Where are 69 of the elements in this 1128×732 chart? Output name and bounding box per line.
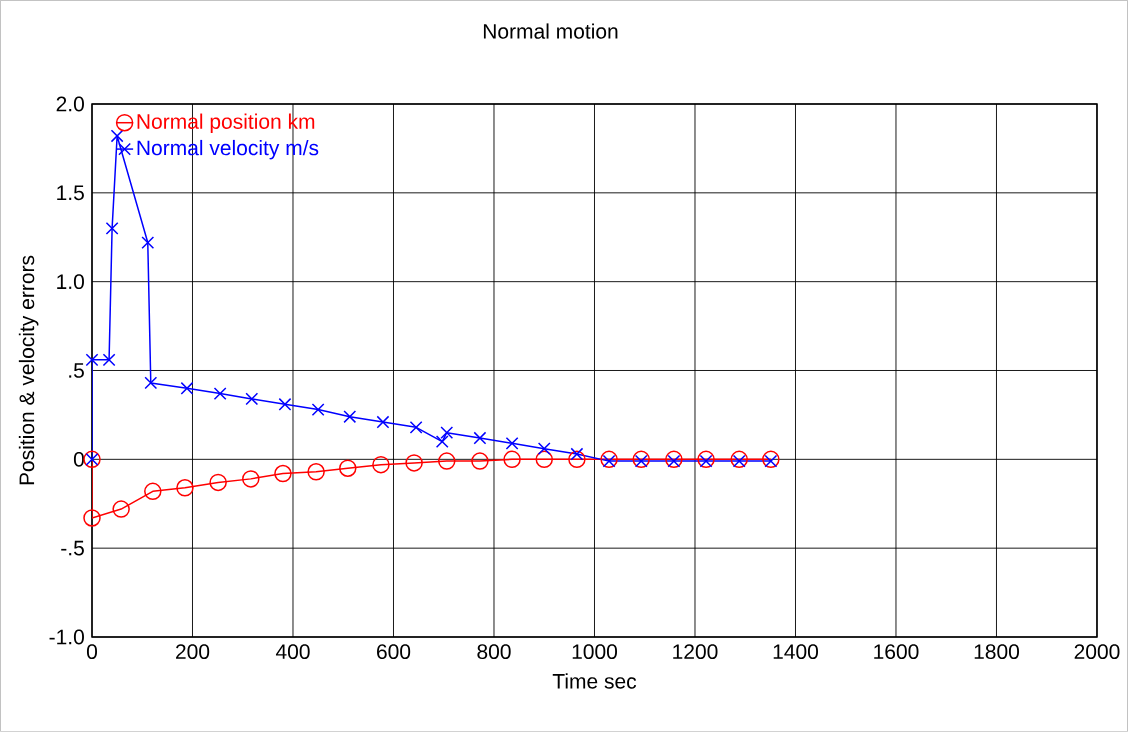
x-tick-label: 600 bbox=[377, 644, 411, 660]
point bbox=[141, 236, 155, 249]
point bbox=[435, 435, 449, 448]
x-tick-label: 1600 bbox=[874, 644, 919, 660]
y-tick-label: -1.0 bbox=[49, 629, 84, 645]
point bbox=[307, 463, 325, 481]
point bbox=[180, 381, 194, 395]
point bbox=[537, 442, 551, 456]
x-tick-label: 400 bbox=[275, 644, 310, 660]
x-tick-label: 2000 bbox=[1074, 644, 1120, 660]
point bbox=[110, 129, 124, 143]
point bbox=[602, 454, 616, 468]
y-tick-label: -.5 bbox=[61, 540, 84, 556]
point bbox=[570, 447, 584, 461]
x-tick-label: 0 bbox=[86, 644, 98, 660]
point bbox=[376, 415, 390, 429]
point bbox=[471, 452, 489, 470]
x-axis-title: Time sec bbox=[552, 673, 637, 689]
point bbox=[85, 353, 99, 367]
y-tick-label: 1.0 bbox=[57, 274, 84, 290]
point bbox=[245, 392, 259, 406]
point bbox=[764, 454, 778, 468]
point bbox=[105, 221, 119, 235]
point bbox=[278, 397, 292, 411]
x-tick-label: 800 bbox=[477, 644, 511, 660]
point bbox=[697, 450, 715, 469]
point bbox=[730, 450, 748, 469]
point bbox=[102, 353, 116, 367]
point bbox=[665, 450, 683, 469]
x-tick-label: 200 bbox=[176, 644, 210, 660]
y-tick-label: 0 bbox=[73, 451, 84, 467]
point bbox=[409, 420, 423, 434]
point bbox=[311, 403, 325, 416]
y-tick-label: 2.0 bbox=[56, 96, 84, 112]
point bbox=[209, 473, 227, 492]
point bbox=[339, 459, 357, 477]
point bbox=[634, 454, 648, 468]
point bbox=[83, 509, 101, 527]
point bbox=[732, 454, 746, 468]
point bbox=[213, 387, 227, 400]
point bbox=[176, 479, 194, 497]
point bbox=[372, 455, 390, 474]
point bbox=[600, 450, 618, 469]
point bbox=[568, 450, 586, 469]
y-tick-label: .5 bbox=[69, 363, 84, 378]
point bbox=[144, 482, 162, 501]
point bbox=[438, 452, 456, 470]
point bbox=[473, 431, 487, 445]
point bbox=[242, 470, 260, 488]
x-tick-label: 1200 bbox=[673, 644, 718, 660]
x-tick-label: 1000 bbox=[572, 644, 618, 660]
point bbox=[112, 500, 130, 518]
chart-title: Normal motion bbox=[483, 23, 618, 39]
point bbox=[440, 426, 454, 440]
point bbox=[343, 410, 357, 424]
point bbox=[505, 436, 519, 450]
x-tick-label: 1400 bbox=[773, 644, 819, 660]
y-axis-title: Position & velocity errors bbox=[18, 255, 39, 485]
point bbox=[667, 454, 681, 468]
point bbox=[535, 450, 553, 469]
point bbox=[762, 450, 780, 469]
point bbox=[274, 464, 292, 483]
point bbox=[405, 454, 423, 472]
point bbox=[144, 376, 158, 390]
x-tick-label: 1800 bbox=[974, 644, 1020, 660]
point bbox=[632, 450, 650, 469]
point bbox=[699, 454, 713, 468]
point bbox=[503, 450, 521, 469]
y-tick-label: 1.5 bbox=[57, 185, 84, 201]
